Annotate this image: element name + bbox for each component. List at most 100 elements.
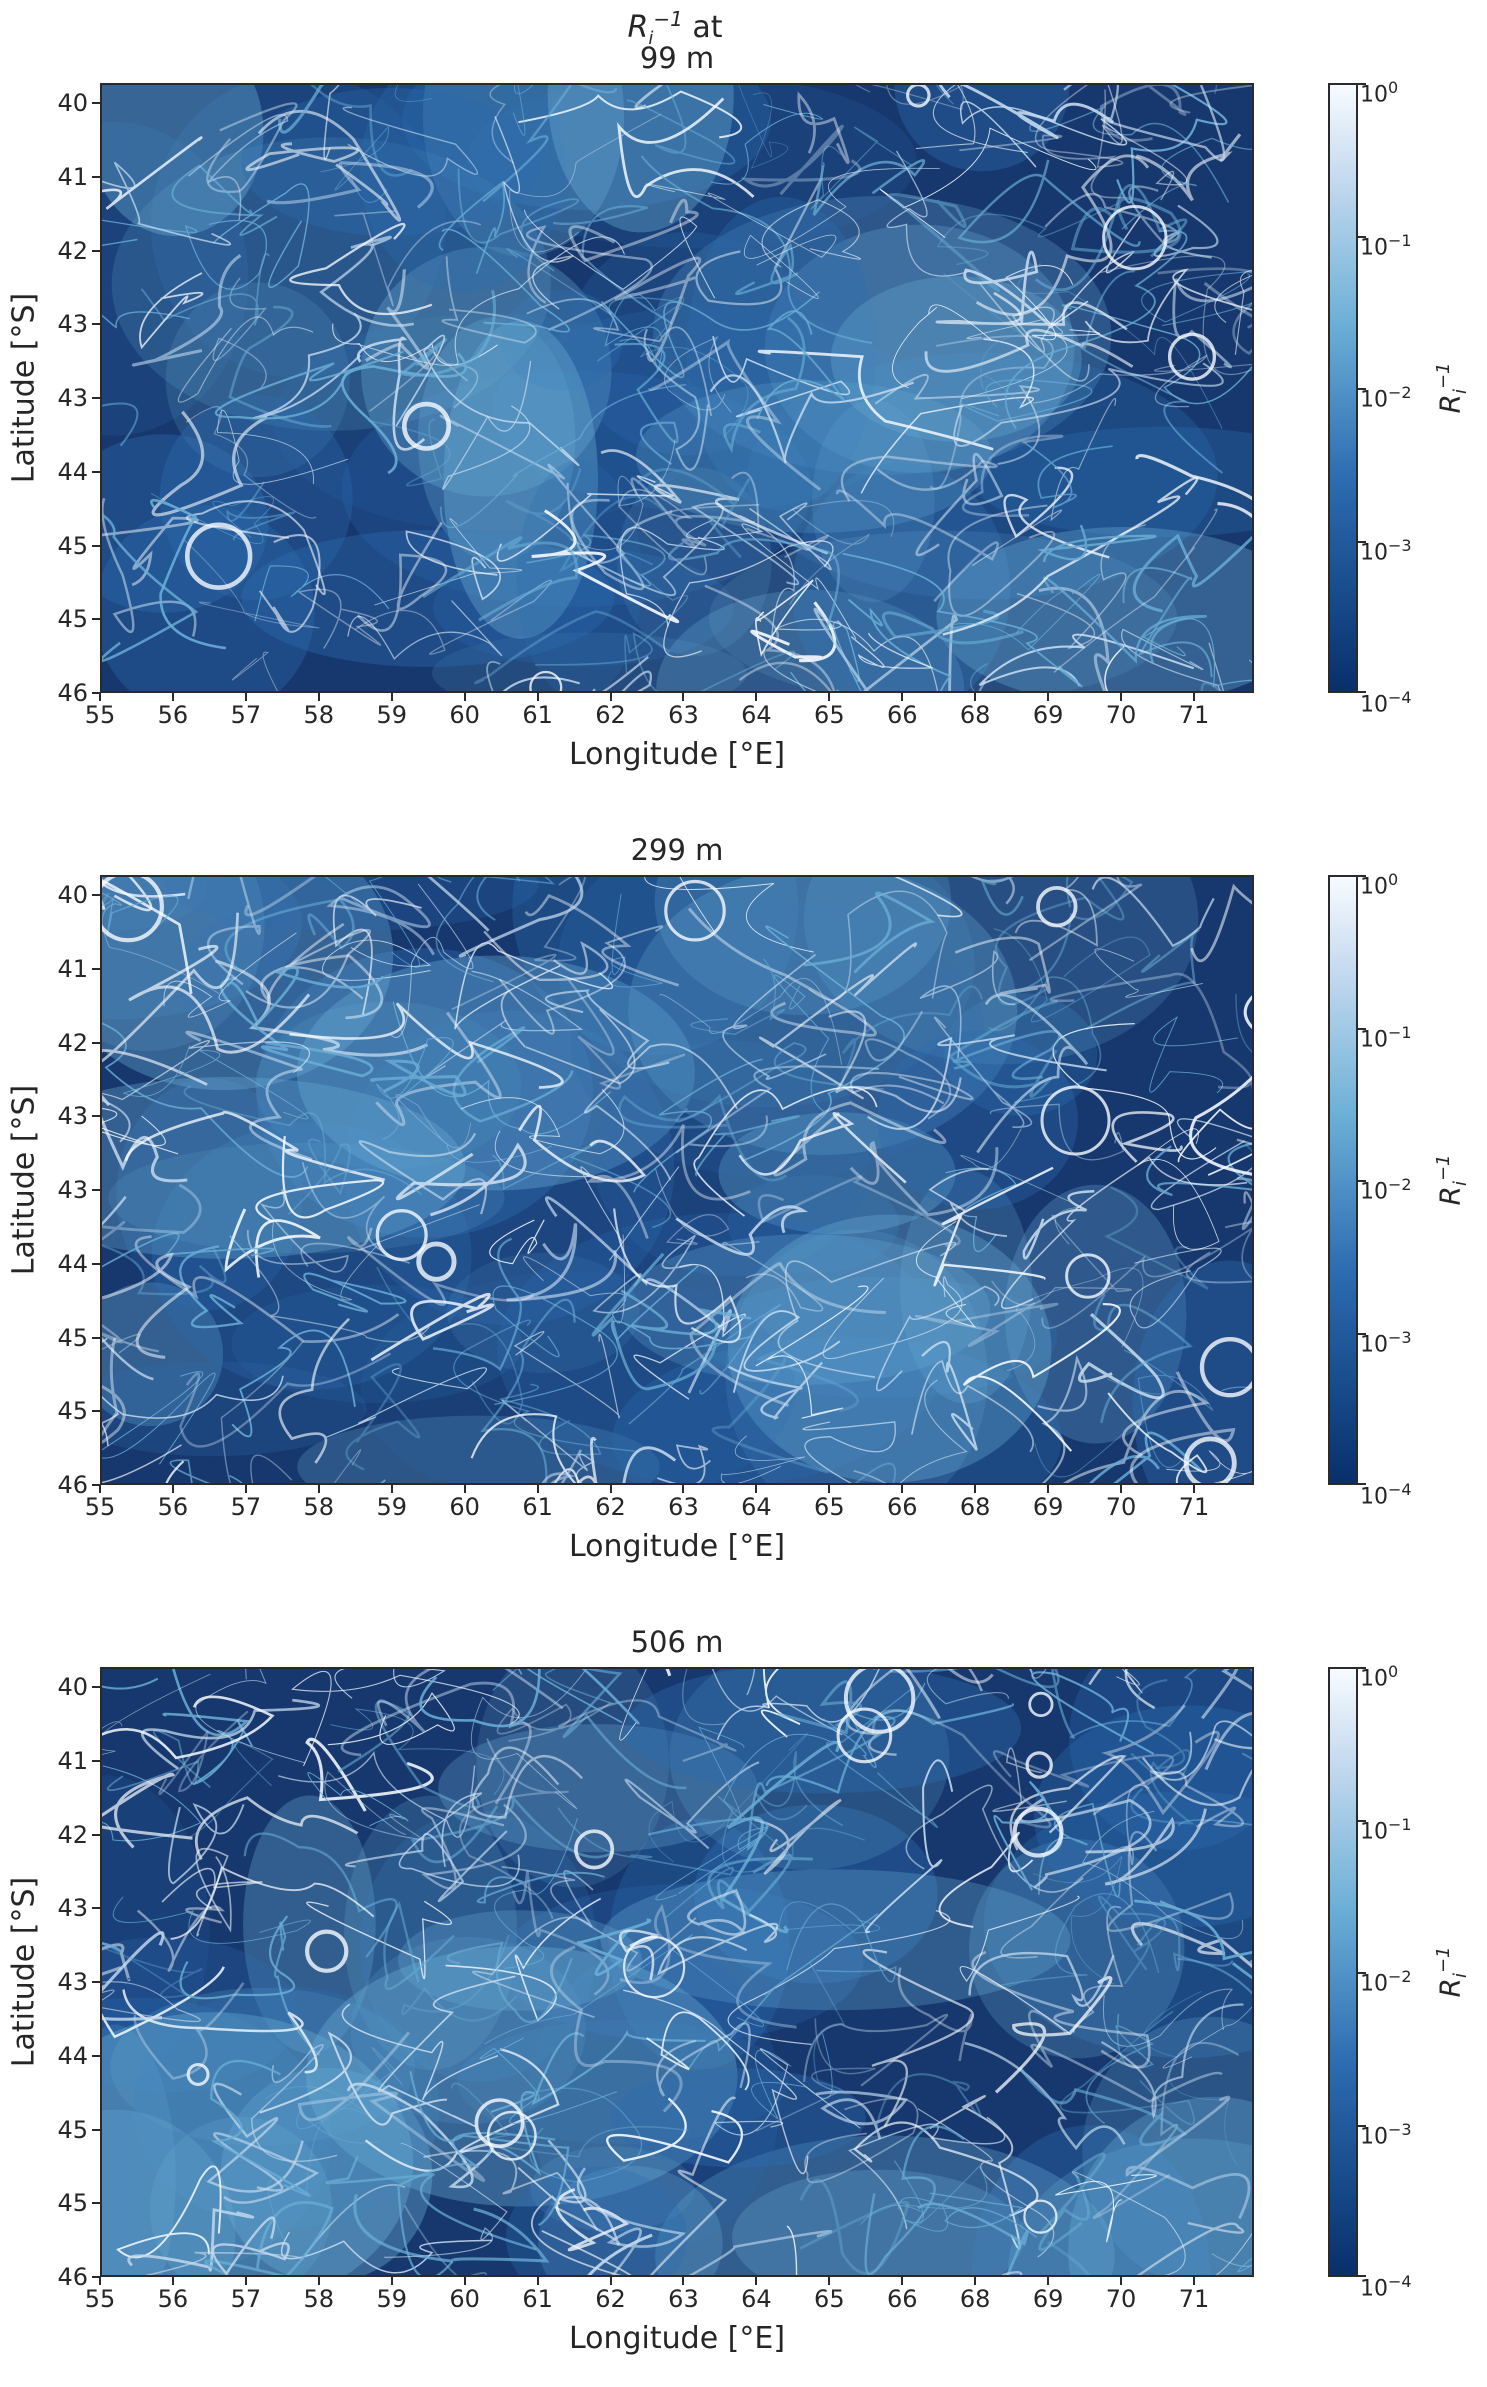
filament (531, 2029, 706, 2106)
filament (451, 877, 586, 1011)
filament (245, 929, 372, 1009)
filament (687, 1888, 747, 1936)
heatmap-blob (159, 394, 353, 601)
filament (953, 362, 1224, 447)
filament (494, 1130, 680, 1261)
filament (334, 1669, 446, 1699)
filament (547, 2139, 621, 2246)
heatmap-field (100, 83, 1254, 693)
y-tick-mark (92, 1833, 100, 1836)
filament (994, 877, 1125, 1006)
heatmap-blob (102, 2024, 176, 2275)
filament (688, 2230, 833, 2275)
colorbar-tick-label: 100 (1360, 1662, 1399, 1692)
filament (1009, 1755, 1127, 1851)
heatmap-svg (102, 877, 1252, 1483)
heatmap-blob (306, 1946, 738, 2207)
heatmap-blob (969, 1839, 1185, 2059)
filament (695, 1115, 800, 1177)
filament (1005, 265, 1101, 341)
chart-panel-3: 506 m 40 41 42 43 43 44 45 45 46 55 56 57 58 59 60 61 62 6… (0, 1625, 1487, 2387)
x-tick-mark (682, 1485, 685, 1493)
heatmap-blob (512, 877, 799, 1055)
filament (1049, 972, 1252, 1090)
colorbar-tick-mark (1358, 1667, 1366, 1669)
filament (139, 272, 204, 350)
filament (179, 1352, 392, 1448)
heatmap-blob (943, 993, 1098, 1116)
colorbar (1328, 1667, 1358, 2277)
filament (177, 316, 314, 403)
colorbar-tick-label: 10−3 (1360, 535, 1412, 565)
y-tick-mark (92, 1981, 100, 1983)
y-tick-mark (92, 175, 100, 178)
filament (569, 439, 676, 551)
filament (1059, 2010, 1196, 2126)
heatmap-blob (102, 877, 208, 931)
x-tick-label: 65 (814, 1493, 845, 1521)
filament (102, 1107, 179, 1155)
y-tick-mark (92, 618, 100, 621)
filament (158, 1710, 249, 1796)
filament (961, 434, 1064, 517)
panel-title: 99 m (639, 41, 715, 75)
x-tick-mark (463, 2277, 466, 2285)
filament (102, 1195, 154, 1381)
x-tick-label: 59 (376, 2285, 407, 2313)
eddy (906, 85, 931, 108)
y-tick-label: 45 (57, 2115, 88, 2144)
filament (754, 1750, 844, 1827)
heatmap-blob (803, 877, 1199, 1065)
y-tick-label: 43 (57, 1894, 88, 1923)
filament (971, 397, 1117, 567)
filament (1101, 85, 1188, 201)
heatmap-blob (422, 85, 625, 257)
filament (942, 476, 1199, 636)
filament (874, 2073, 982, 2135)
filament (252, 312, 362, 420)
filament (322, 939, 432, 981)
filament (639, 296, 749, 438)
x-tick-label: 56 (157, 1493, 189, 1521)
heatmap-blob (417, 317, 576, 562)
filament (1088, 1431, 1203, 1483)
filament (136, 1905, 225, 1973)
filament (822, 1682, 926, 1769)
x-tick-mark (536, 693, 539, 701)
heatmap-blob (899, 1170, 1032, 1404)
y-tick-mark (92, 1336, 100, 1339)
y-tick-label: 41 (57, 162, 88, 191)
filament (1166, 1450, 1252, 1483)
filament (562, 1669, 687, 1790)
filament (392, 1001, 612, 1135)
filament (751, 2033, 833, 2120)
filament (777, 1241, 957, 1378)
x-tick-mark (901, 1485, 904, 1493)
heatmap-blob (975, 426, 1252, 537)
x-tick-label: 63 (668, 1493, 699, 1521)
filament (128, 944, 311, 1054)
filament (526, 298, 712, 417)
filament (1085, 2013, 1155, 2125)
filament (760, 1669, 801, 1738)
x-tick-label: 60 (449, 701, 480, 729)
filament (709, 374, 914, 464)
eddy (184, 522, 253, 590)
heatmap-blob (102, 1361, 367, 1457)
filament (1018, 2066, 1188, 2147)
x-tick-label: 55 (84, 1493, 116, 1521)
filament (1063, 1390, 1210, 1483)
x-tick-mark (901, 2277, 904, 2285)
filament (897, 1967, 973, 2062)
filament (618, 551, 689, 676)
filament (1063, 85, 1226, 162)
y-tick-mark (92, 894, 100, 896)
filament (1028, 2010, 1223, 2103)
y-axis-label: Latitude [°S] (6, 292, 42, 484)
y-tick-label: 46 (57, 1471, 88, 1499)
x-tick-mark (390, 1485, 393, 1493)
x-tick-label: 66 (886, 1493, 918, 1521)
filament (195, 1847, 232, 1937)
filament (471, 1746, 584, 1819)
filament (369, 346, 479, 412)
